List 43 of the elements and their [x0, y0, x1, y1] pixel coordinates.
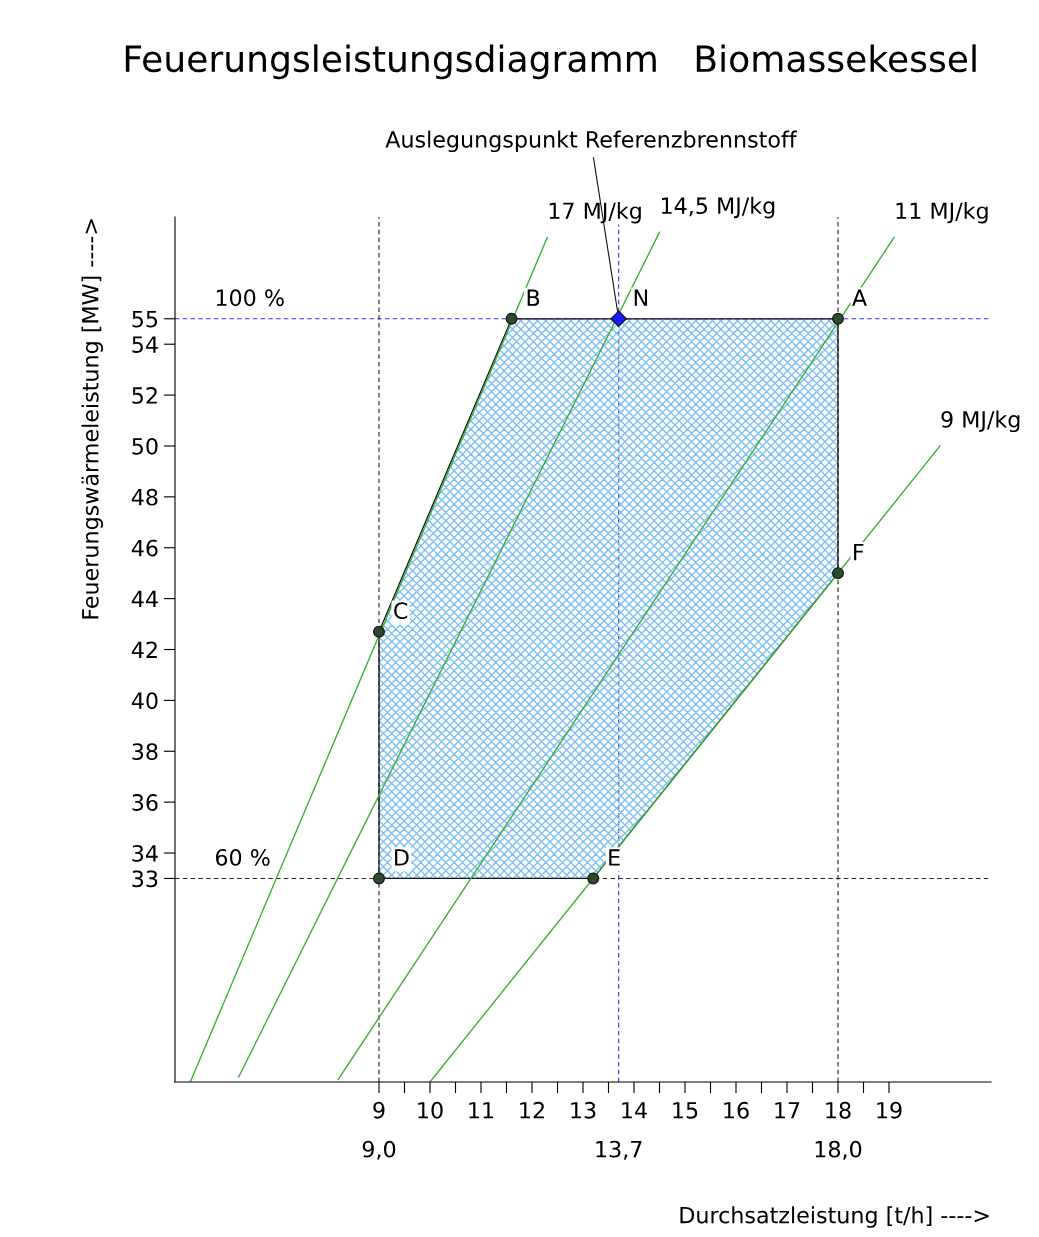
y-tick-label: 46 — [131, 539, 158, 557]
x-tick-label: 14 — [622, 1102, 647, 1119]
annotation: E — [609, 849, 620, 866]
y-tick-label: 34 — [132, 844, 158, 862]
x-tick-label: 9 — [373, 1101, 385, 1119]
annotation: D — [395, 849, 409, 866]
annotation: C — [394, 602, 408, 620]
annotation: F — [854, 544, 864, 561]
x-tick-label: 15 — [673, 1102, 698, 1119]
x-tick-label: 16 — [724, 1101, 749, 1119]
y-tick-label: 44 — [131, 590, 158, 608]
y-tick-label: 42 — [131, 641, 157, 658]
ref-line-label: 9,0 — [362, 1140, 396, 1160]
y-tick-label: 38 — [132, 743, 158, 761]
annotation: 100 % — [216, 289, 284, 307]
x-tick-label: 12 — [520, 1101, 544, 1119]
annotation: B — [527, 289, 540, 306]
series-label: 14,5 MJ/kg — [661, 196, 775, 219]
y-tick-label: 54 — [132, 336, 158, 353]
y-tick-label: 40 — [131, 692, 158, 710]
x-axis-title: Durchsatzleistung [t/h] ----> — [680, 1206, 989, 1228]
x-tick-label: 17 — [775, 1102, 800, 1119]
y-axis-title: Feuerungswärmeleistung [MW] ----> — [81, 219, 103, 619]
x-tick-label: 18 — [826, 1101, 851, 1119]
x-tick-label: 19 — [877, 1101, 902, 1119]
y-tick-label: 48 — [131, 488, 158, 506]
series-label: 9 MJ/kg — [941, 410, 1020, 433]
ref-line-label: 18,0 — [815, 1140, 862, 1160]
y-tick-label: 50 — [132, 437, 158, 455]
y-tick-label: 52 — [132, 387, 157, 404]
x-tick-label: 10 — [418, 1101, 443, 1119]
annotation: A — [852, 289, 867, 306]
series-label: 11 MJ/kg — [896, 201, 988, 224]
y-tick-label: 55 — [132, 311, 158, 328]
y-tick-label: 36 — [132, 794, 158, 811]
chart-title: Feuerungsleistungsdiagramm Biomassekessel — [125, 44, 976, 80]
x-tick-label: 11 — [469, 1102, 494, 1119]
annotation: Auslegungspunkt Referenzbrennstoff — [385, 130, 798, 153]
x-tick-label: 13 — [571, 1101, 596, 1119]
ref-line-label: 13,7 — [596, 1140, 642, 1160]
y-tick-label: 33 — [132, 870, 158, 888]
annotation: 60 % — [215, 849, 270, 866]
annotation: N — [634, 289, 648, 306]
